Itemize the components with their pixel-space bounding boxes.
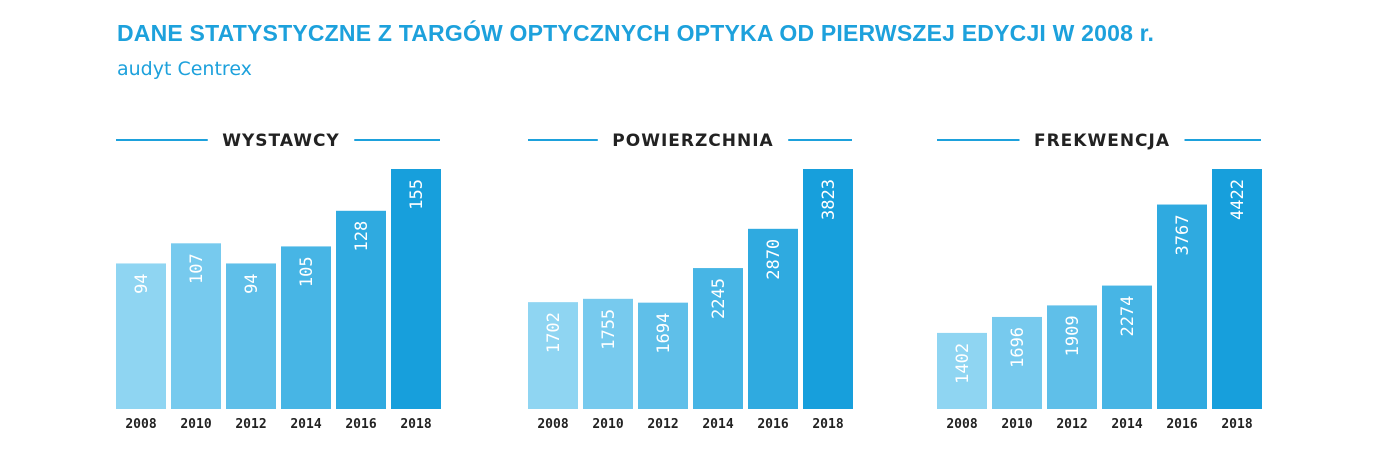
x-tick-label: 2012 — [1056, 417, 1087, 432]
x-tick-label: 2018 — [400, 417, 431, 432]
bar — [226, 263, 276, 409]
bar — [391, 169, 441, 409]
bar-value-label: 3823 — [819, 179, 839, 220]
bar-value-label: 155 — [407, 179, 427, 210]
bar — [803, 169, 853, 409]
bar-value-label: 1696 — [1008, 327, 1028, 368]
bar — [1102, 285, 1152, 409]
bar-value-label: 1755 — [599, 309, 619, 350]
bar — [937, 332, 987, 409]
x-tick-label: 2014 — [702, 417, 733, 432]
bar-value-label: 94 — [242, 273, 262, 293]
page-title: DANE STATYSTYCZNE Z TARGÓW OPTYCZNYCH OP… — [117, 20, 1155, 46]
bar-value-label: 2870 — [764, 239, 784, 280]
bar — [638, 302, 688, 409]
chart-title: WYSTAWCY — [222, 131, 340, 151]
bar-value-label: 1402 — [953, 343, 973, 384]
chart-title: FREKWENCJA — [1034, 131, 1170, 151]
x-tick-label: 2010 — [592, 417, 623, 432]
x-tick-label: 2010 — [1001, 417, 1032, 432]
chart-powierzchnia: POWIERZCHNIA 1702 2008 1755 2010 1694 2012 2245… — [528, 120, 858, 440]
bar-value-label: 105 — [297, 256, 317, 287]
chart-frekwencja: FREKWENCJA 1402 2008 1696 2010 1909 2012 2274 20… — [937, 120, 1267, 440]
bar — [992, 316, 1042, 409]
chart-svg: WYSTAWCY 94 2008 107 2010 94 2012 105 2014 128 201… — [116, 131, 441, 432]
bar-value-label: 94 — [132, 273, 152, 293]
bar — [171, 243, 221, 409]
bar-value-label: 1694 — [654, 313, 674, 354]
bar — [693, 268, 743, 409]
bar-value-label: 1702 — [544, 312, 564, 353]
bar — [583, 298, 633, 409]
bar — [116, 263, 166, 409]
x-tick-label: 2008 — [946, 417, 977, 432]
bar-value-label: 2245 — [709, 278, 729, 319]
x-tick-label: 2014 — [290, 417, 321, 432]
x-tick-label: 2018 — [812, 417, 843, 432]
x-tick-label: 2012 — [647, 417, 678, 432]
x-tick-label: 2016 — [345, 417, 376, 432]
x-tick-label: 2014 — [1111, 417, 1142, 432]
bar-value-label: 1909 — [1063, 315, 1083, 356]
x-tick-label: 2008 — [537, 417, 568, 432]
bar — [336, 210, 386, 409]
chart-title: POWIERZCHNIA — [612, 131, 773, 151]
x-tick-label: 2008 — [125, 417, 156, 432]
bar — [528, 302, 578, 409]
bar — [1157, 204, 1207, 409]
bar-value-label: 4422 — [1228, 179, 1248, 220]
chart-wystawcy: WYSTAWCY 94 2008 107 2010 94 2012 105 2014 128 201… — [116, 120, 446, 440]
bar-value-label: 128 — [352, 221, 372, 252]
x-tick-label: 2010 — [180, 417, 211, 432]
bar — [281, 246, 331, 409]
x-tick-label: 2012 — [235, 417, 266, 432]
bar-value-label: 3767 — [1173, 215, 1193, 256]
bar — [1212, 169, 1262, 409]
chart-svg: POWIERZCHNIA 1702 2008 1755 2010 1694 2012 2245… — [528, 131, 853, 432]
bar-value-label: 107 — [187, 253, 207, 284]
bar-value-label: 2274 — [1118, 296, 1138, 337]
bar — [1047, 305, 1097, 409]
page-subtitle: audyt Centrex — [117, 58, 252, 80]
x-tick-label: 2016 — [1166, 417, 1197, 432]
x-tick-label: 2016 — [757, 417, 788, 432]
bar — [748, 228, 798, 409]
chart-svg: FREKWENCJA 1402 2008 1696 2010 1909 2012 2274 20… — [937, 131, 1262, 432]
x-tick-label: 2018 — [1221, 417, 1252, 432]
